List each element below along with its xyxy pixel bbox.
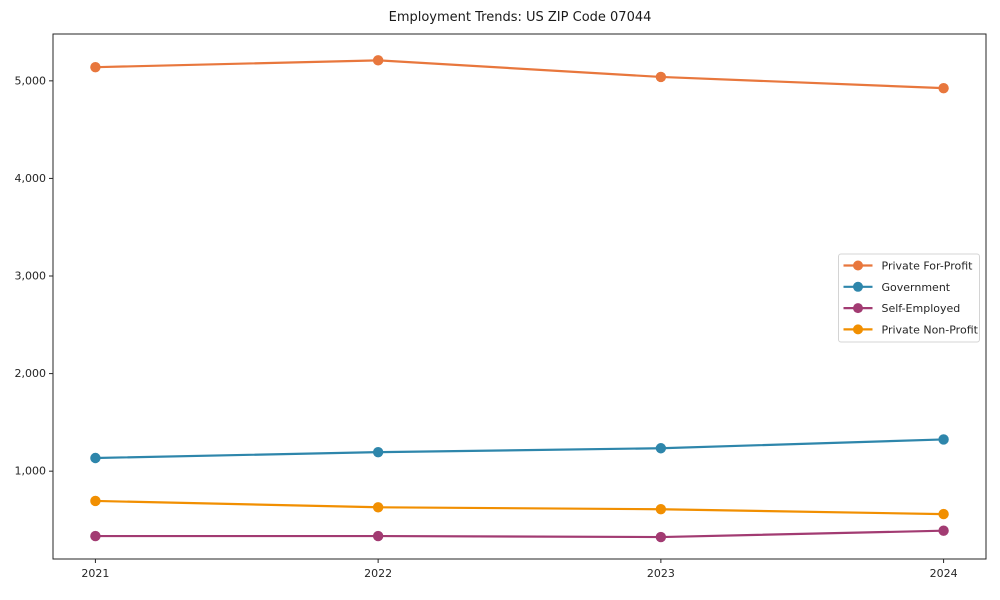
series-marker-private-for-profit: [372, 55, 384, 66]
series-marker-self-employed: [90, 530, 101, 542]
y-tick-label: 5,000: [15, 74, 47, 87]
series-marker-government: [372, 446, 384, 458]
series-marker-private-for-profit: [938, 82, 949, 94]
legend-label-private-for-profit: Private For-Profit: [882, 260, 974, 273]
series-marker-private-non-profit: [655, 504, 667, 515]
x-tick-label: 2021: [81, 567, 109, 580]
series-marker-private-non-profit: [372, 502, 384, 513]
legend-label-private-non-profit: Private Non-Profit: [882, 323, 979, 336]
plot-border: [52, 33, 987, 560]
y-tick-label: 3,000: [15, 270, 47, 283]
series-marker-self-employed: [938, 525, 949, 536]
series-marker-private-for-profit: [90, 61, 101, 73]
y-tick-label: 4,000: [15, 172, 47, 185]
series-marker-private-non-profit: [90, 495, 101, 507]
series-line-private-for-profit: [94, 59, 945, 90]
series-marker-government: [90, 452, 101, 464]
series-marker-self-employed: [655, 531, 667, 543]
legend-box: [838, 253, 980, 343]
legend-marker-private-for-profit: [853, 260, 863, 271]
chart-title: Employment Trends: US ZIP Code 07044: [388, 10, 652, 25]
series-line-self-employed: [94, 529, 945, 539]
x-tick-label: 2023: [647, 567, 675, 580]
series-line-government: [94, 438, 945, 460]
y-tick-label: 2,000: [15, 367, 47, 380]
series-marker-private-non-profit: [938, 508, 949, 520]
legend-marker-private-non-profit: [853, 324, 863, 335]
legend-label-self-employed: Self-Employed: [882, 302, 961, 315]
series-marker-self-employed: [372, 530, 384, 542]
legend-label-government: Government: [882, 281, 951, 294]
x-tick-label: 2024: [930, 567, 958, 580]
legend-marker-self-employed: [853, 303, 863, 314]
y-tick-label: 1,000: [15, 465, 47, 478]
series-marker-government: [655, 443, 667, 454]
x-tick-label: 2022: [364, 567, 392, 580]
legend-marker-government: [853, 281, 863, 292]
series-marker-government: [938, 434, 949, 445]
series-marker-private-for-profit: [655, 71, 667, 83]
series-line-private-non-profit: [94, 499, 945, 516]
